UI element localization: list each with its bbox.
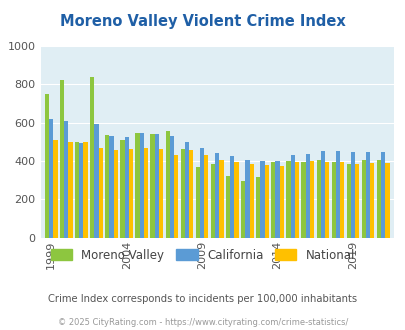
Bar xyxy=(113,149,117,238)
Bar xyxy=(158,148,163,238)
Bar xyxy=(128,148,133,238)
Bar xyxy=(290,155,294,238)
Bar xyxy=(234,162,238,238)
Bar xyxy=(204,155,208,238)
Bar xyxy=(210,164,215,238)
Bar xyxy=(195,167,200,238)
Bar xyxy=(150,134,154,238)
Bar xyxy=(94,124,98,238)
Legend: Moreno Valley, California, National: Moreno Valley, California, National xyxy=(46,244,359,266)
Bar xyxy=(169,136,174,238)
Bar xyxy=(286,161,290,238)
Bar xyxy=(49,119,53,238)
Bar xyxy=(294,162,298,238)
Bar xyxy=(369,163,373,238)
Bar xyxy=(241,181,245,238)
Bar xyxy=(256,177,260,238)
Bar xyxy=(305,154,309,238)
Bar xyxy=(226,176,230,238)
Bar xyxy=(230,156,234,238)
Bar xyxy=(79,143,83,238)
Bar xyxy=(105,135,109,238)
Bar xyxy=(189,149,193,238)
Bar xyxy=(275,161,279,238)
Bar xyxy=(120,140,124,238)
Bar xyxy=(83,142,87,238)
Bar xyxy=(75,142,79,238)
Bar xyxy=(143,148,148,238)
Bar xyxy=(184,142,189,238)
Bar xyxy=(309,161,313,238)
Bar xyxy=(109,136,113,238)
Bar xyxy=(64,121,68,238)
Bar xyxy=(301,162,305,238)
Bar xyxy=(98,148,102,238)
Bar xyxy=(339,162,343,238)
Bar xyxy=(139,133,143,238)
Bar xyxy=(215,153,219,238)
Bar xyxy=(53,140,58,238)
Bar xyxy=(316,160,320,238)
Bar xyxy=(264,165,268,238)
Bar xyxy=(60,80,64,238)
Bar xyxy=(135,133,139,238)
Bar xyxy=(124,137,128,238)
Bar xyxy=(361,160,365,238)
Bar xyxy=(45,94,49,238)
Bar xyxy=(384,163,389,238)
Bar xyxy=(346,164,350,238)
Text: Moreno Valley Violent Crime Index: Moreno Valley Violent Crime Index xyxy=(60,14,345,29)
Bar xyxy=(376,160,380,238)
Bar xyxy=(249,164,253,238)
Bar xyxy=(68,142,72,238)
Bar xyxy=(335,151,339,238)
Bar xyxy=(324,162,328,238)
Bar xyxy=(320,151,324,238)
Bar xyxy=(200,148,204,238)
Bar xyxy=(380,152,384,238)
Bar xyxy=(260,161,264,238)
Bar xyxy=(165,131,169,238)
Text: Crime Index corresponds to incidents per 100,000 inhabitants: Crime Index corresponds to incidents per… xyxy=(48,294,357,304)
Bar xyxy=(331,162,335,238)
Bar xyxy=(365,152,369,238)
Text: © 2025 CityRating.com - https://www.cityrating.com/crime-statistics/: © 2025 CityRating.com - https://www.city… xyxy=(58,318,347,327)
Bar xyxy=(154,134,158,238)
Bar xyxy=(271,162,275,238)
Bar xyxy=(279,166,283,238)
Bar xyxy=(354,164,358,238)
Bar xyxy=(245,160,249,238)
Bar xyxy=(219,160,223,238)
Bar xyxy=(350,152,354,238)
Bar xyxy=(174,155,178,238)
Bar xyxy=(90,77,94,238)
Bar xyxy=(180,148,184,238)
